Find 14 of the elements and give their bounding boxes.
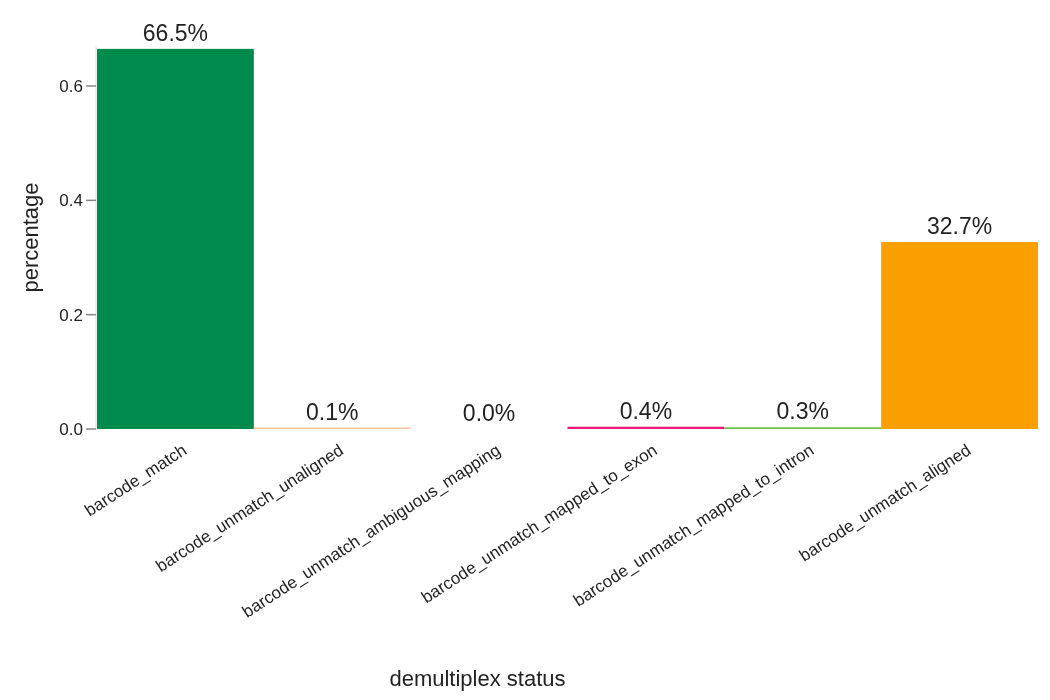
data-label: 0.4% bbox=[619, 397, 673, 424]
bar bbox=[881, 242, 1038, 429]
data-label: 32.7% bbox=[926, 213, 993, 240]
data-label: 0.3% bbox=[776, 398, 829, 425]
bar bbox=[97, 48, 254, 429]
y-tick-label: 0.4 bbox=[59, 191, 83, 211]
x-axis-title: demultiplex status bbox=[389, 666, 566, 691]
data-label: 0.1% bbox=[306, 399, 359, 426]
y-tick-label: 0.2 bbox=[59, 305, 83, 325]
y-tick-label: 0.6 bbox=[59, 76, 83, 96]
y-axis-title: percentage bbox=[18, 182, 43, 293]
data-label: 0.0% bbox=[462, 400, 516, 426]
y-tick-label: 0.0 bbox=[59, 419, 83, 439]
data-label: 66.5% bbox=[142, 19, 209, 46]
